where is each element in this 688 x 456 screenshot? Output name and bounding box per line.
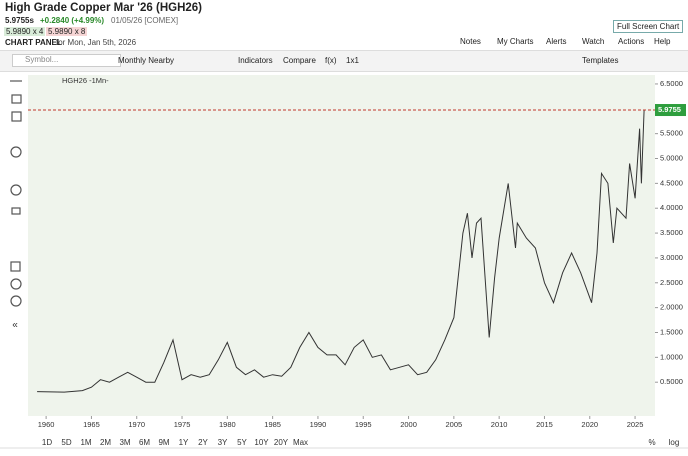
range-button[interactable]: 3M bbox=[119, 438, 130, 447]
mycharts-link[interactable]: My Charts bbox=[497, 37, 534, 46]
range-button[interactable]: 10Y bbox=[254, 438, 269, 447]
x-tick-label: 2015 bbox=[536, 420, 553, 429]
x-tick-label: 1960 bbox=[38, 420, 55, 429]
scale-option[interactable]: log bbox=[669, 438, 680, 447]
y-tick-label: 2.0000 bbox=[660, 303, 683, 312]
change: +0.2840 (+4.99%) bbox=[40, 16, 105, 25]
y-tick-label: 5.5000 bbox=[660, 129, 683, 138]
compare-button[interactable]: Compare bbox=[283, 56, 316, 65]
y-tick-label: 2.5000 bbox=[660, 278, 683, 287]
range-button[interactable]: 1D bbox=[42, 438, 52, 447]
ask: 5.9890 x 8 bbox=[46, 27, 88, 36]
y-tick-label: 1.0000 bbox=[660, 352, 683, 361]
x-tick-label: 1975 bbox=[174, 420, 191, 429]
y-tick-label: 4.0000 bbox=[660, 203, 683, 212]
panel: CHART PANEL bbox=[5, 38, 62, 47]
title: High Grade Copper Mar '26 (HGH26) bbox=[5, 2, 202, 14]
range-button[interactable]: 1M bbox=[80, 438, 91, 447]
x-tick-label: 2010 bbox=[491, 420, 508, 429]
templates-button[interactable]: Templates bbox=[582, 56, 619, 65]
x-tick-label: 2020 bbox=[581, 420, 598, 429]
x-tick-label: 2005 bbox=[446, 420, 463, 429]
range-button[interactable]: 3Y bbox=[218, 438, 228, 447]
x-tick-label: 1995 bbox=[355, 420, 372, 429]
x-tick-label: 2000 bbox=[400, 420, 417, 429]
fx-button[interactable]: f(x) bbox=[325, 56, 337, 65]
watch-link[interactable]: Watch bbox=[582, 37, 605, 46]
range-button[interactable]: 2Y bbox=[198, 438, 208, 447]
symbol-input[interactable]: Symbol... bbox=[12, 54, 121, 67]
period-select[interactable]: Monthly Nearby bbox=[118, 56, 175, 65]
quote-date: 01/05/26 [COMEX] bbox=[111, 16, 179, 25]
panel-date: for Mon, Jan 5th, 2026 bbox=[56, 38, 137, 47]
layout-select[interactable]: 1x1 bbox=[346, 56, 359, 65]
range-button[interactable]: 1Y bbox=[179, 438, 189, 447]
scale-option[interactable]: % bbox=[648, 438, 655, 447]
plot-background bbox=[28, 75, 655, 416]
y-tick-label: 1.5000 bbox=[660, 327, 683, 336]
x-tick-label: 1990 bbox=[310, 420, 327, 429]
range-button[interactable]: 2M bbox=[100, 438, 111, 447]
legend: HGH26 -1Mn- bbox=[62, 76, 109, 85]
help-link[interactable]: Help bbox=[654, 37, 671, 46]
chart: « HGH26 -1Mn- 0.5000 1.0000 1.5000 2.0000 2.… bbox=[0, 75, 688, 449]
toolbar bbox=[0, 50, 688, 72]
y-tick-label: 3.5000 bbox=[660, 228, 683, 237]
indicators-button[interactable]: Indicators bbox=[238, 56, 273, 65]
y-tick-label: 5.0000 bbox=[660, 153, 683, 162]
x-tick-label: 1980 bbox=[219, 420, 236, 429]
last-price-box bbox=[655, 104, 686, 117]
y-tick-label: 3.0000 bbox=[660, 253, 683, 262]
last-price: 5.9755s bbox=[5, 16, 34, 25]
range-button[interactable]: 9M bbox=[158, 438, 169, 447]
y-tick-label: 6.5000 bbox=[660, 79, 683, 88]
price-line bbox=[37, 109, 645, 393]
range-button[interactable]: 6M bbox=[139, 438, 150, 447]
drawing-tools bbox=[10, 80, 22, 307]
notes-link[interactable]: Notes bbox=[460, 37, 481, 46]
x-tick-label: 1970 bbox=[128, 420, 145, 429]
alerts-link[interactable]: Alerts bbox=[546, 37, 567, 46]
y-tick-label: 0.5000 bbox=[660, 377, 683, 386]
fullscreen-button[interactable]: Full Screen Chart bbox=[613, 20, 684, 33]
last-price-label: 5.9755 bbox=[658, 105, 681, 114]
range-button[interactable]: 20Y bbox=[274, 438, 289, 447]
x-tick-label: 2025 bbox=[627, 420, 644, 429]
actions-link[interactable]: Actions bbox=[618, 37, 645, 46]
y-tick-label: 4.5000 bbox=[660, 178, 683, 187]
range-button[interactable]: Max bbox=[293, 438, 308, 447]
range-button[interactable]: 5Y bbox=[237, 438, 247, 447]
bid: 5.9890 x 4 bbox=[4, 27, 46, 36]
x-tick-label: 1965 bbox=[83, 420, 100, 429]
range-button[interactable]: 5D bbox=[61, 438, 71, 447]
x-tick-label: 1985 bbox=[264, 420, 281, 429]
collapse-icon: « bbox=[12, 320, 18, 331]
